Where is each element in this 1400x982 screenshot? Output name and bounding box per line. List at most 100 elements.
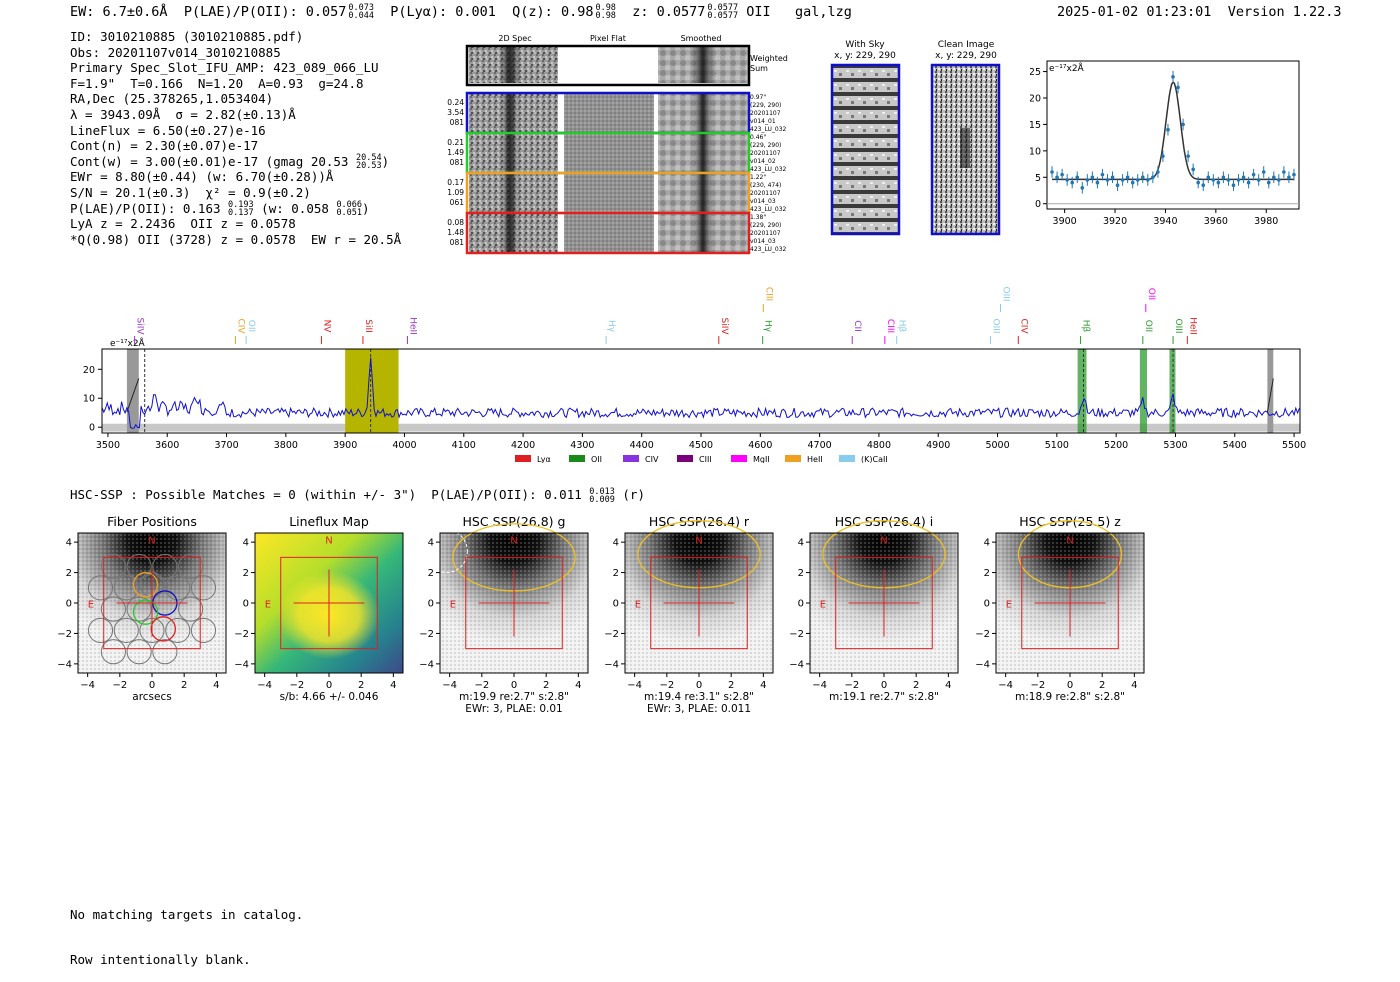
spec-line-label: OII bbox=[246, 320, 256, 332]
panel-xtick-label: −2 bbox=[844, 680, 859, 691]
spec-line-label: OIII bbox=[990, 318, 1000, 333]
fit-data-point bbox=[1292, 172, 1296, 177]
spec-legend-swatch bbox=[785, 455, 801, 462]
clean-image-coords: x, y: 229, 290 bbox=[935, 51, 997, 61]
fit-data-point bbox=[1196, 180, 1200, 185]
panel-ytick-label: 0 bbox=[613, 599, 619, 610]
panel-xtick-label: 0 bbox=[881, 680, 887, 691]
header-z-range: 0.0577 0.0577 bbox=[707, 4, 738, 21]
panel-xtick-label: −2 bbox=[289, 680, 304, 691]
fiber-circle bbox=[126, 553, 152, 580]
panel-xtick-label: 4 bbox=[760, 680, 766, 691]
spec-legend-swatch bbox=[731, 455, 747, 462]
panel-ytick-label: −2 bbox=[975, 629, 990, 640]
panel-xtick-label: −4 bbox=[80, 680, 95, 691]
fit-data-point bbox=[1231, 183, 1236, 188]
fit-data-point bbox=[1125, 175, 1130, 180]
panel-xtick-label: 2 bbox=[728, 680, 734, 691]
panel-ytick-label: −4 bbox=[604, 659, 619, 670]
fit-data-point bbox=[1060, 172, 1064, 177]
spec-xtick-label: 4600 bbox=[748, 440, 772, 451]
panel-caption-1: arcsecs bbox=[132, 691, 171, 703]
panel-ytick-label: 2 bbox=[798, 568, 804, 579]
panel-xtick-label: −2 bbox=[659, 680, 674, 691]
fit-xtick-label: 3940 bbox=[1153, 216, 1177, 227]
info-sn: S/N = 20.1(±0.3) χ² = 0.9(±0.2) bbox=[70, 184, 311, 200]
panel-ytick-label: 2 bbox=[66, 568, 72, 579]
fiber-highlight bbox=[132, 599, 159, 625]
panel-ytick-label: −2 bbox=[789, 629, 804, 640]
cont-w-range: 20.54 20.53 bbox=[356, 154, 382, 171]
fit-data-point bbox=[1161, 154, 1165, 158]
panel-title: HSC SSP(26.4) r bbox=[649, 514, 750, 529]
fit-data-point bbox=[1186, 154, 1190, 158]
cutout-info-r5: 423_LU_032 bbox=[750, 126, 787, 133]
fit-data-point bbox=[1246, 180, 1251, 185]
fit-ylabel: e⁻¹⁷x2Å bbox=[1049, 62, 1085, 74]
compass-east: E bbox=[88, 600, 94, 611]
fit-data-point bbox=[1211, 178, 1216, 182]
cont-w-text: Cont(w) = 3.00(±0.01)e-17 (gmag 20.53 bbox=[70, 153, 349, 169]
spec-line-label: CIV bbox=[235, 318, 245, 334]
fit-data-point bbox=[1100, 172, 1105, 177]
fiber-circle bbox=[100, 596, 126, 622]
fiber-circle bbox=[178, 553, 204, 580]
fiber-circle bbox=[178, 596, 204, 622]
spec-xtick-label: 4000 bbox=[392, 440, 416, 451]
fit-data-point bbox=[1055, 175, 1059, 180]
cutout-weight-w3: 081 bbox=[450, 238, 465, 247]
panel-caption-2: EWr: 3, PLAE: 0.011 bbox=[647, 703, 751, 715]
fit-chart-plot: 3900 3920 3940 3960 3980 0 5 10 15 20 25 e⁻¹⁷x2Å bbox=[1030, 60, 1300, 227]
cutout-info-r5: 423_LU_032 bbox=[750, 206, 787, 213]
spec-legend-label: CIV bbox=[645, 455, 659, 463]
panel-ytick-label: −2 bbox=[57, 629, 72, 640]
panel-ytick-label: 4 bbox=[613, 538, 619, 549]
spec-line-label: HeII bbox=[407, 317, 417, 335]
weighted-sum-row: Weighted Sum bbox=[465, 44, 788, 87]
spec-legend-swatch bbox=[623, 455, 639, 462]
panel-xtick-label: −2 bbox=[1030, 680, 1045, 691]
header-datetime: 2025-01-02 01:23:01 bbox=[1057, 4, 1212, 20]
spec-line-label: Hγ bbox=[606, 320, 616, 333]
fit-data-point bbox=[1251, 172, 1256, 177]
panel-xtick-label: −4 bbox=[627, 680, 642, 691]
panel-xtick-label: 2 bbox=[543, 680, 549, 691]
header-plae-range: 0.073 0.044 bbox=[348, 4, 374, 21]
spec-xtick-label: 3700 bbox=[214, 440, 238, 451]
with-sky-image bbox=[832, 65, 899, 234]
panel-ytick-label: −4 bbox=[234, 659, 249, 670]
cutout-weight-w2: 1.09 bbox=[447, 188, 464, 197]
fit-data-point bbox=[1261, 170, 1266, 174]
compass-north: N bbox=[695, 536, 702, 547]
compass-east: E bbox=[820, 600, 826, 611]
panel-ytick-label: 2 bbox=[613, 568, 619, 579]
compass-north: N bbox=[1066, 536, 1073, 547]
cutout-info-r1: 1.38" bbox=[750, 214, 766, 221]
panel-ytick-label: 0 bbox=[66, 599, 72, 610]
info-radec: RA,Dec (25.378265,1.053404) bbox=[70, 91, 274, 107]
panel-ytick-label: 4 bbox=[428, 538, 434, 549]
fit-data-point bbox=[1216, 180, 1221, 185]
header-plya: P(Lyα): 0.001 bbox=[390, 4, 496, 20]
fiber-circle bbox=[190, 575, 217, 601]
header-qz: Q(z): 0.98 bbox=[512, 4, 594, 20]
cutout-info-r3: 20201107 bbox=[750, 150, 781, 157]
panel-xtick-label: 2 bbox=[181, 680, 187, 691]
plae2-range: 0.193 0.137 bbox=[228, 201, 254, 218]
hsc-lo: 0.009 bbox=[589, 494, 615, 505]
spec-legend-swatch bbox=[569, 455, 585, 462]
spectrum-plot: 3500 3600 3700 3800 3900 4000 4100 4200 4300 4400… bbox=[83, 286, 1306, 463]
fiber-circle bbox=[190, 617, 217, 643]
with-sky-title: With Sky bbox=[845, 40, 885, 50]
spec-green-band bbox=[1139, 349, 1147, 433]
fiber-circle bbox=[87, 575, 114, 601]
spec-line-label: NV bbox=[321, 320, 331, 334]
header-summary: EW: 6.7±0.6Å P(LAE)/P(OII): 0.057 0.073 0.… bbox=[70, 4, 852, 21]
spec-legend-label: OII bbox=[591, 455, 602, 463]
spec-legend-swatch bbox=[839, 455, 855, 462]
cutout-info-r2: (230, 474) bbox=[750, 182, 781, 189]
panel-title: HSC SSP(26.4) i bbox=[835, 514, 933, 529]
fit-data-point bbox=[1110, 175, 1115, 180]
panel-caption-1: m:19.1 re:2.7" s:2.8" bbox=[829, 691, 939, 703]
